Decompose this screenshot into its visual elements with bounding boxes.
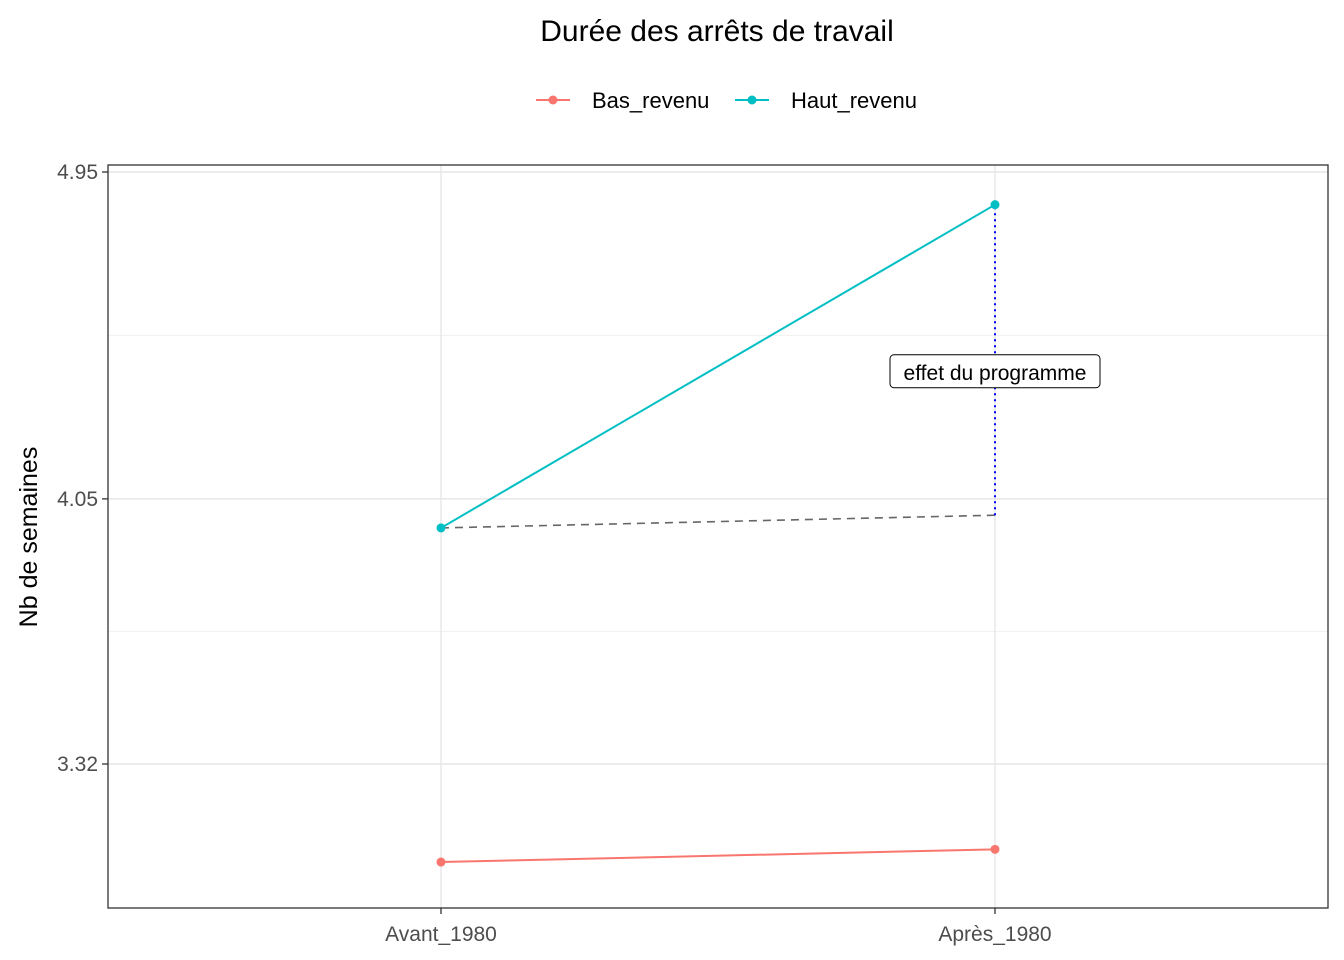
data-point-bas-revenu bbox=[990, 844, 1000, 854]
y-tick-label: 3.32 bbox=[57, 753, 98, 776]
data-point-haut-revenu bbox=[990, 200, 1000, 210]
y-tick-label: 4.05 bbox=[57, 488, 98, 511]
legend-label-bas-revenu: Bas_revenu bbox=[592, 88, 709, 113]
y-axis-title: Nb de semaines bbox=[15, 447, 43, 628]
panel-border bbox=[107, 164, 1329, 909]
annotation-label: effet du programme bbox=[904, 362, 1087, 385]
legend: Bas_revenu Haut_revenu bbox=[536, 88, 917, 113]
chart-title: Durée des arrêts de travail bbox=[540, 15, 894, 48]
plot-area: 3.32 4.05 4.95 Avant_1980 Après_1980 effet du… bbox=[57, 161, 1329, 946]
legend-key-point-haut-revenu bbox=[747, 95, 757, 105]
annotation-box bbox=[889, 354, 1101, 389]
series-line-bas-revenu bbox=[440, 848, 996, 864]
x-tick-label: Après_1980 bbox=[938, 923, 1051, 946]
legend-label-haut-revenu: Haut_revenu bbox=[791, 88, 917, 113]
data-point-haut-revenu bbox=[436, 523, 446, 533]
y-tick-label: 4.95 bbox=[57, 161, 98, 184]
series-line-haut-revenu bbox=[440, 203, 996, 529]
x-tick-label: Avant_1980 bbox=[385, 923, 497, 946]
legend-key-point-bas-revenu bbox=[548, 95, 558, 105]
data-point-bas-revenu bbox=[436, 857, 446, 867]
panel-background bbox=[108, 165, 1328, 908]
